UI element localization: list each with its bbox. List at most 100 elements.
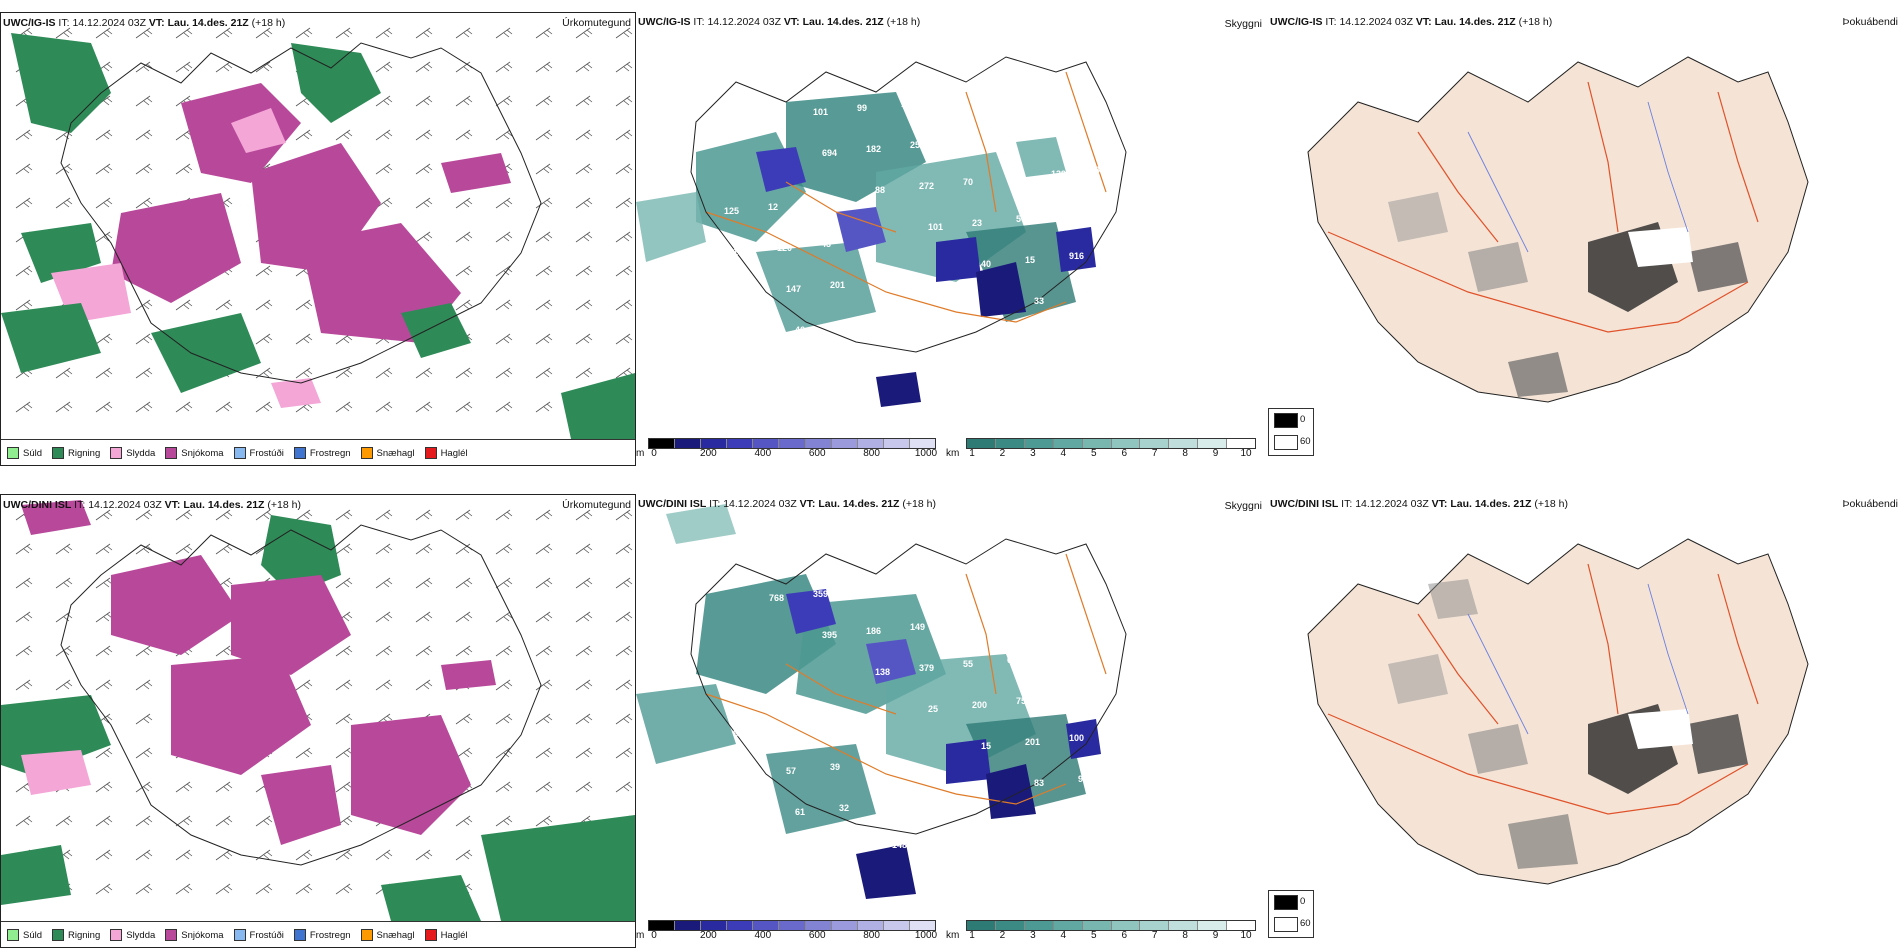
panel-title-visibility: Skyggni: [1224, 500, 1262, 512]
colorbar-segment: [831, 921, 858, 930]
colorbar-tick-label: 1: [969, 930, 975, 941]
colorbar-tick-label: 9: [1212, 448, 1219, 459]
visibility-value-label: 182: [866, 144, 881, 154]
model-name: UWC/DINI ISL: [638, 498, 707, 510]
colorbar-segment: [1198, 921, 1228, 930]
it-label: IT:: [709, 498, 721, 510]
colorbar-tick-label: 200: [700, 448, 717, 459]
fog-legend-black-label: 0: [1300, 414, 1306, 425]
visibility-colorbar: km 1 2 3 4 5 6 7 8 9 10: [946, 438, 1256, 464]
lead-time: (+18 h): [251, 17, 286, 29]
vt-value: Lau. 14.des. 21Z: [1450, 498, 1532, 510]
visibility-value-label: 58: [936, 354, 946, 364]
visibility-value-label: 75: [1060, 692, 1070, 702]
legend-item-haglél: Haglél: [424, 929, 468, 941]
legend-item-snæhagl: Snæhagl: [360, 929, 415, 941]
visibility-value-label: 23: [972, 218, 982, 228]
visibility-map-row1: 37 525 694 88 101 40 33 78 85 101 182 272 23 15 34 42 95…: [636, 56, 1127, 407]
visibility-value-label: 37: [716, 74, 726, 84]
legend-swatch: [110, 929, 123, 941]
it-label: IT:: [1325, 16, 1337, 28]
colorbar-segment: [805, 439, 832, 448]
vt-label: VT:: [1415, 16, 1432, 28]
fog-legend-black-swatch: [1274, 413, 1298, 428]
visibility-value-label: 76: [857, 585, 867, 595]
legend-swatch: [293, 929, 306, 941]
visibility-areas: [636, 504, 1086, 834]
visibility-value-label: 57: [786, 766, 796, 776]
colorbar-segment: [1111, 439, 1141, 448]
visibility-value-label: 379: [919, 663, 934, 673]
it-value: 14.12.2024 03Z: [1355, 498, 1429, 510]
iceland-coastline: [690, 56, 1127, 353]
colorbar-segment: [727, 439, 754, 448]
colorbar-segment: [753, 921, 780, 930]
visibility-value-label: 391: [945, 577, 960, 587]
colorbar-segment: [649, 921, 676, 930]
precip-map-row1: [1, 27, 635, 439]
visibility-value-label: 101: [1042, 128, 1057, 138]
legend-item-snæhagl: Snæhagl: [360, 447, 415, 459]
visibility-value-label: 201: [1025, 737, 1040, 747]
cloud-base-areas: [756, 147, 1096, 407]
legend-item-haglél: Haglél: [424, 447, 468, 459]
visibility-value-label: 40: [981, 259, 991, 269]
roads: [705, 71, 1107, 323]
it-value: 14.12.2024 03Z: [72, 17, 146, 29]
visibility-value-label: 92: [1087, 815, 1097, 825]
legend-label: Haglél: [440, 929, 468, 941]
it-value: 14.12.2024 03Z: [1339, 16, 1413, 28]
precip-legend: Súld Rigning Slydda Snjókoma Frostúði Frostre…: [1, 439, 635, 465]
legend-swatch: [424, 447, 437, 459]
legend-swatch: [165, 929, 178, 941]
visibility-value-labels: 37 525 694 88 101 40 33 78 85 101 182 272 23 15 34 42 95…: [716, 74, 1105, 380]
fog-legend-white-label: 60: [1300, 436, 1311, 447]
colorbar-tick-label: 600: [808, 930, 826, 941]
legend-item-slydda: Slydda: [110, 929, 155, 941]
colorbar-tick-label: 2: [999, 448, 1006, 459]
colorbar-strip: [966, 438, 1256, 449]
vt-label: VT:: [164, 499, 181, 511]
colorbar-tick-label: 10: [1240, 930, 1252, 941]
visibility-areas: [636, 92, 1076, 332]
colorbar-segment: [1227, 439, 1256, 448]
visibility-value-label: 51: [733, 729, 743, 739]
visibility-value-label: 70: [963, 177, 973, 187]
visibility-value-label: 694: [822, 148, 837, 158]
panel-title-fog: Þokuábendi: [1842, 498, 1898, 510]
colorbar-segment: [1082, 921, 1112, 930]
fog-map-row1: [1307, 56, 1809, 403]
fog-legend-white-swatch: [1274, 917, 1298, 932]
colorbar-segment: [831, 439, 858, 448]
colorbar-segment: [779, 921, 806, 930]
precip-map-row2: [1, 500, 635, 921]
colorbar-segment: [1140, 921, 1170, 930]
visibility-value-label: 78: [1087, 333, 1097, 343]
colorbar-tick-label: 600: [808, 448, 826, 459]
colorbar-segment: [1024, 439, 1054, 448]
fog-legend: 0 60: [1268, 890, 1314, 938]
visibility-value-label: 111: [839, 321, 853, 331]
precip-areas: [1, 500, 635, 921]
visibility-value-label: 61: [795, 807, 805, 817]
visibility-value-label: 83: [1034, 778, 1044, 788]
colorbar-tick-label: 400: [754, 448, 772, 459]
colorbar-tick-label: 200: [700, 930, 717, 941]
colorbar-segment: [1169, 439, 1199, 448]
visibility-value-label: 30: [1095, 165, 1105, 175]
visibility-value-label: 120: [777, 243, 792, 253]
colorbar-segment: [1227, 921, 1256, 930]
colorbar-segment: [727, 921, 754, 930]
legend-swatch: [52, 929, 65, 941]
fog-legend-black-swatch: [1274, 895, 1298, 910]
colorbar-segment: [909, 439, 936, 448]
legend-label: Snjókoma: [181, 447, 224, 459]
colorbar-tick-label: 400: [754, 930, 772, 941]
vt-value: Lau. 14.des. 21Z: [167, 17, 249, 29]
iceland-coastline: [690, 538, 1127, 835]
precip-panel-row2: UWC/DINI ISL IT: 14.12.2024 03Z VT: Lau.…: [0, 494, 636, 948]
visibility-value-label: 125: [724, 206, 739, 216]
visibility-value-label: 66: [1007, 655, 1017, 665]
legend-swatch: [233, 447, 246, 459]
colorbar-tick-label: 6: [1121, 930, 1127, 941]
